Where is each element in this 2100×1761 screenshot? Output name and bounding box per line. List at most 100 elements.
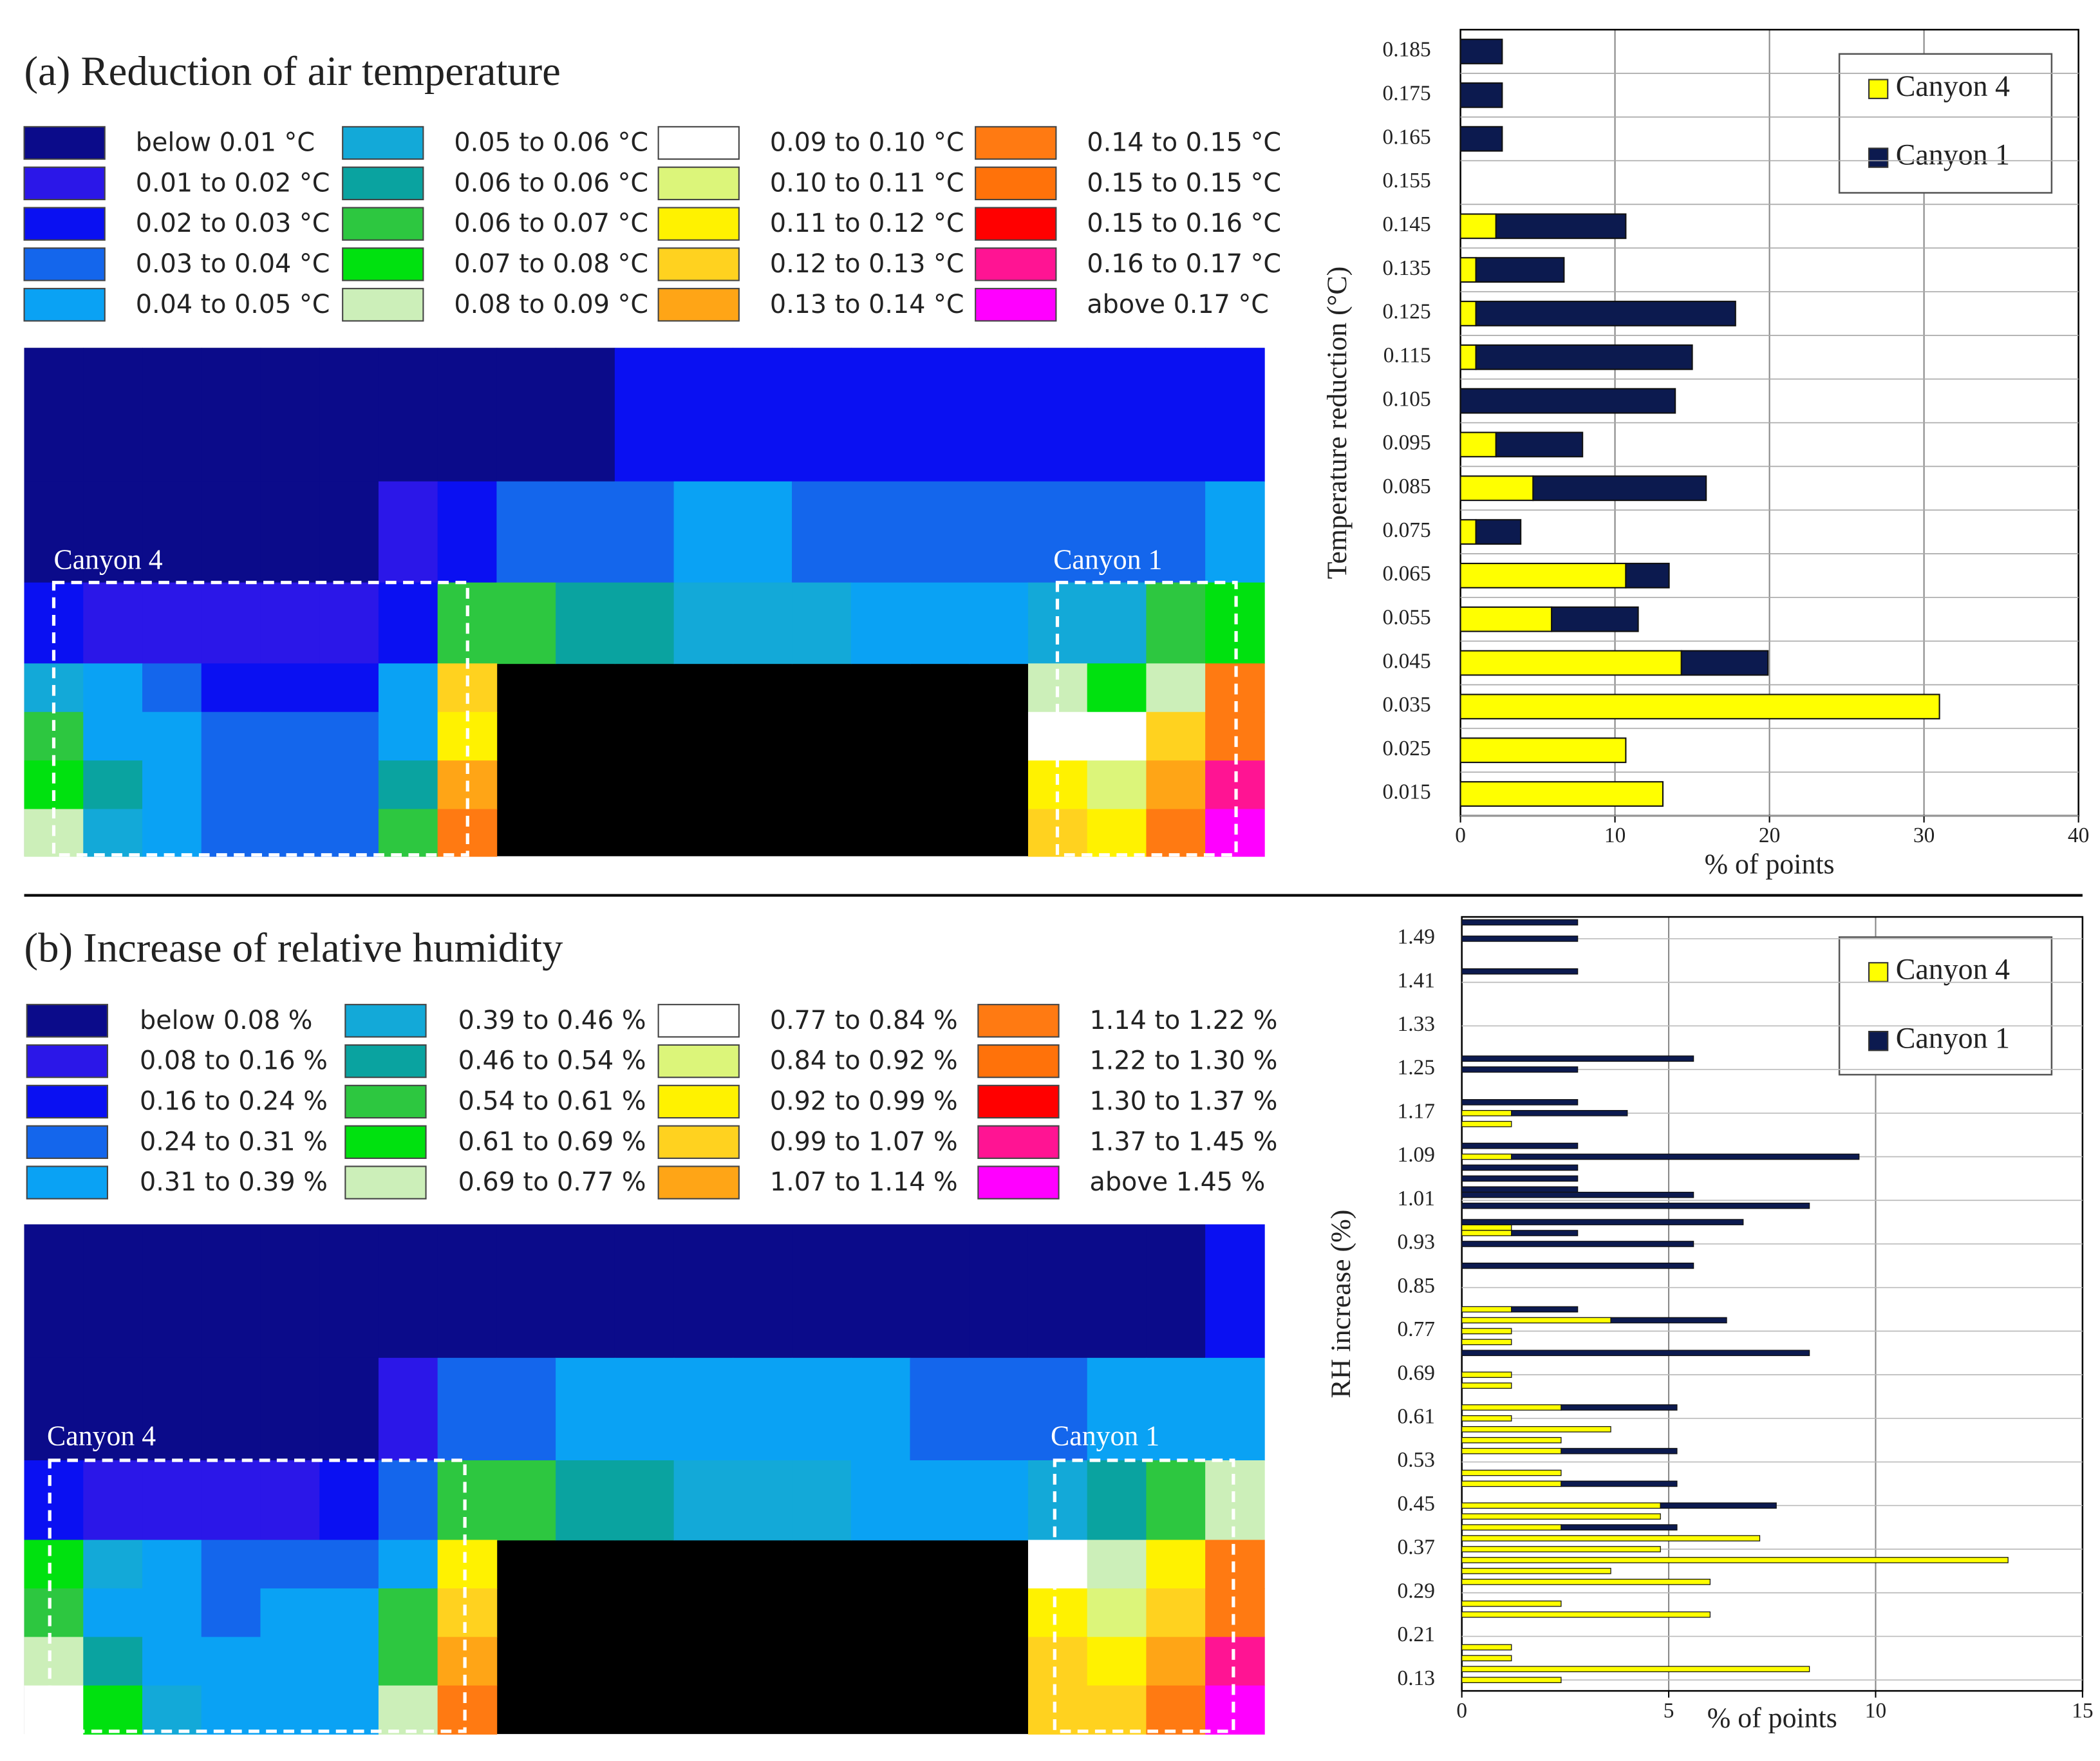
bar <box>1461 919 1579 926</box>
legend-swatch <box>975 126 1057 160</box>
heat-cell <box>378 1685 438 1735</box>
heat-cell <box>83 348 143 482</box>
heat-cell <box>260 1224 321 1359</box>
bar <box>1461 1524 1562 1530</box>
heat-cell <box>83 1540 143 1589</box>
y-tick-label: 0.13 <box>1398 1666 1435 1690</box>
heat-cell <box>201 1460 261 1541</box>
heat-cell <box>1146 1588 1206 1638</box>
heat-cell <box>83 663 143 713</box>
legend-swatch <box>657 1044 740 1078</box>
heat-cell <box>850 582 911 664</box>
heat-cell <box>1027 1357 1088 1461</box>
legend-label: 0.02 to 0.03 °C <box>136 209 330 238</box>
bar <box>1561 1480 1678 1487</box>
heat-cell <box>24 1357 84 1461</box>
heat-cell <box>378 582 438 664</box>
bar <box>1459 257 1477 283</box>
legend-swatch <box>23 126 106 160</box>
heat-cell <box>378 663 438 713</box>
legend-swatch <box>26 1084 109 1119</box>
bar <box>1459 781 1664 807</box>
bar <box>1459 431 1497 458</box>
heat-cell <box>319 1357 379 1461</box>
heat-cell <box>319 348 379 482</box>
legend-label: 0.06 to 0.06 °C <box>454 168 648 198</box>
heat-cell <box>910 1357 970 1461</box>
heat-cell <box>319 481 379 583</box>
heat-cell <box>142 1357 202 1461</box>
bar <box>1459 388 1676 414</box>
heat-cell <box>673 582 734 664</box>
bar <box>1461 1317 1611 1324</box>
heat-cell <box>24 1685 84 1735</box>
bar <box>1495 213 1627 240</box>
heat-cell <box>556 481 615 583</box>
heat-cell <box>1027 1588 1088 1638</box>
heat-cell <box>733 481 792 583</box>
legend-swatch <box>977 1084 1060 1119</box>
heat-cell <box>969 582 1029 664</box>
bar <box>1511 1153 1860 1160</box>
heat-cell <box>319 1460 379 1541</box>
legend-swatch <box>657 1165 740 1200</box>
heat-cell <box>1087 1588 1147 1638</box>
bar <box>1461 1404 1562 1411</box>
bar <box>1461 1339 1512 1346</box>
bar <box>1461 1655 1512 1662</box>
bar <box>1461 1191 1694 1198</box>
legend-label: 0.04 to 0.05 °C <box>136 290 330 319</box>
legend-label: above 0.17 °C <box>1087 290 1269 319</box>
heat-cell <box>437 1357 498 1461</box>
bar <box>1459 693 1940 720</box>
heat-cell <box>850 1357 911 1461</box>
heat-cell <box>1027 1224 1088 1359</box>
legend-swatch <box>977 1165 1060 1200</box>
heat-cell <box>1146 711 1206 761</box>
heat-cell <box>201 809 261 857</box>
heat-cell <box>1146 348 1206 482</box>
legend-label: Canyon 4 <box>1896 952 2010 985</box>
y-tick-label: 0.145 <box>1383 212 1431 236</box>
y-tick-label: 0.085 <box>1383 475 1431 498</box>
canyon-box <box>1053 1458 1235 1733</box>
x-tick-label: 20 <box>1759 824 1780 847</box>
heat-cell <box>378 1460 438 1541</box>
heat-cell <box>437 1460 498 1541</box>
heat-cell <box>792 348 852 482</box>
legend-swatch <box>657 1004 740 1038</box>
bar <box>1461 968 1579 975</box>
legend-label: above 1.45 % <box>1090 1167 1266 1197</box>
heat-cell <box>142 1224 202 1359</box>
heat-cell <box>260 760 321 810</box>
heat-cell <box>1087 1685 1147 1735</box>
heat-cell <box>1146 1685 1206 1735</box>
heat-cell <box>910 1224 970 1359</box>
legend-box <box>1838 53 2053 194</box>
heat-cell <box>1146 1357 1206 1461</box>
legend-swatch <box>26 1004 109 1038</box>
legend-swatch <box>657 166 740 200</box>
heat-cell <box>437 1540 498 1589</box>
legend-swatch <box>975 247 1057 281</box>
legend-label: 0.16 to 0.17 °C <box>1087 249 1281 279</box>
bar <box>1459 563 1627 589</box>
legend-label: 0.11 to 0.12 °C <box>770 209 964 238</box>
heat-cell <box>1027 1540 1088 1589</box>
bar <box>1461 1099 1579 1106</box>
bar <box>1459 82 1503 108</box>
y-tick-label: 0.115 <box>1383 343 1431 367</box>
heat-cell <box>260 711 321 761</box>
heat-cell <box>614 582 675 664</box>
legend-label: 1.14 to 1.22 % <box>1090 1006 1278 1035</box>
heat-cell <box>673 1224 734 1359</box>
heat-cell <box>260 663 321 713</box>
heat-cell <box>1027 1637 1088 1686</box>
heat-cell <box>260 809 321 857</box>
legend-swatch <box>344 1084 427 1119</box>
bar <box>1680 650 1769 676</box>
legend-label: 1.37 to 1.45 % <box>1090 1127 1278 1156</box>
legend-label: 0.92 to 0.99 % <box>770 1086 958 1116</box>
heat-cell <box>319 1224 379 1359</box>
heat-cell <box>614 1224 675 1359</box>
